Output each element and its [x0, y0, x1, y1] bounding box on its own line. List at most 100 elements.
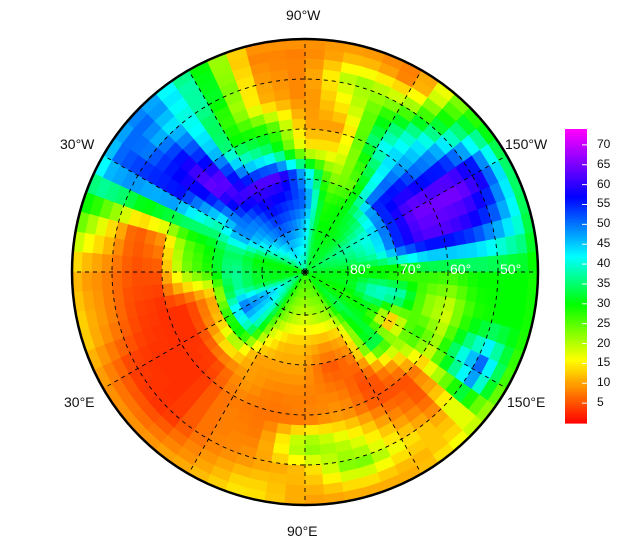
colorbar-segment: [565, 343, 587, 347]
heatmap-cell: [304, 118, 319, 130]
lon-label-150w: 150°W: [505, 136, 548, 152]
heatmap-cell: [151, 258, 163, 273]
heatmap-cell: [315, 139, 329, 152]
heatmap-cell: [427, 260, 439, 273]
heatmap-cell: [171, 271, 183, 284]
latitude-circle: [211, 178, 399, 366]
colorbar-segment: [565, 258, 587, 261]
colorbar-segment: [565, 250, 587, 253]
colorbar-segment: [565, 244, 587, 247]
colorbar-segment: [565, 270, 587, 273]
colorbar-segment: [565, 289, 587, 293]
colorbar-segment: [565, 142, 587, 146]
heatmap-cell: [111, 271, 124, 290]
heatmap-cell: [294, 158, 306, 170]
colorbar-segment: [565, 355, 587, 359]
colorbar-segment: [565, 266, 587, 269]
colorbar-segment: [565, 397, 587, 400]
colorbar-segment: [565, 188, 587, 192]
heatmap-cell: [304, 483, 325, 496]
meridian-line: [102, 155, 306, 273]
heatmap-cell: [142, 285, 155, 301]
colorbar-segment: [565, 214, 587, 218]
heatmap-cell: [286, 68, 306, 81]
colorbar-segment: [565, 417, 587, 420]
colorbar-segment: [565, 256, 587, 259]
colorbar-segment: [565, 172, 587, 176]
heatmap-cell: [298, 334, 306, 346]
colorbar-segment: [565, 325, 587, 329]
heatmap-cell: [286, 58, 306, 71]
heatmap-cell: [296, 354, 306, 366]
colorbar-segment: [565, 212, 587, 216]
heatmap-cell: [486, 271, 499, 290]
colorbar-segment: [565, 174, 587, 178]
heatmap-cell: [285, 48, 306, 61]
heatmap-cell: [121, 255, 133, 273]
heatmap-cell: [221, 264, 233, 273]
heatmap-cell: [304, 364, 315, 376]
colorbar-segment: [565, 349, 587, 353]
colorbar-tick-label: 55: [597, 196, 611, 211]
colorbar-tick-label: 65: [597, 156, 611, 171]
heatmap-cell: [283, 382, 296, 395]
heatmap-cell: [427, 271, 439, 284]
colorbar-segment: [565, 359, 587, 363]
colorbar-segment: [565, 371, 587, 374]
heatmap-cell: [435, 283, 448, 298]
colorbar-segment: [565, 136, 587, 140]
colorbar-tick-label: 50: [597, 216, 611, 231]
heatmap-cell: [304, 78, 323, 91]
colorbar-segment: [565, 218, 587, 221]
colorbar-segment: [565, 216, 587, 219]
colorbar-segment: [565, 154, 587, 158]
colorbar-segment: [565, 178, 587, 182]
heatmap-cell: [279, 402, 294, 415]
colorbar-segment: [565, 303, 587, 307]
colorbar-tick-label: 10: [597, 375, 611, 390]
colorbar-segment: [565, 190, 587, 194]
heatmap-cell: [286, 463, 306, 476]
heatmap-cell: [304, 424, 320, 436]
heatmap-layer: [71, 38, 539, 506]
colorbar-segment: [565, 184, 587, 188]
heatmap-cell: [161, 271, 173, 285]
heatmap-cell: [289, 434, 306, 446]
colorbar-segment: [565, 176, 587, 180]
lon-label-150e: 150°E: [507, 394, 546, 410]
colorbar-segment: [565, 363, 587, 366]
heatmap-cell: [295, 364, 306, 376]
colorbar-segment: [565, 152, 587, 156]
heatmap-cell: [293, 148, 306, 160]
heatmap-cell: [251, 267, 263, 273]
heatmap-cell: [151, 271, 163, 286]
heatmap-cell: [304, 158, 316, 170]
colorbar-segment: [565, 129, 587, 132]
colorbar-segment: [565, 210, 587, 214]
colorbar-segment: [565, 274, 587, 277]
heatmap-cell: [131, 271, 143, 288]
heatmap-cell: [296, 178, 306, 190]
colorbar-segment: [565, 365, 587, 368]
colorbar-segment: [565, 228, 587, 231]
colorbar-segment: [565, 180, 587, 184]
colorbar-segment: [565, 333, 587, 337]
heatmap-cell: [304, 68, 324, 81]
colorbar-segment: [565, 297, 587, 301]
colorbar-segment: [565, 150, 587, 154]
colorbar-segment: [565, 140, 587, 144]
heatmap-cell: [192, 252, 204, 264]
heatmap-cell: [293, 394, 306, 406]
heatmap-cell: [182, 250, 195, 263]
heatmap-cell: [304, 453, 323, 466]
heatmap-cell: [304, 473, 324, 486]
heatmap-cell: [304, 48, 325, 61]
colorbar-segment: [565, 144, 587, 148]
heatmap-cell: [293, 384, 306, 396]
colorbar-segment: [565, 403, 587, 406]
colorbar-tick-label: 15: [597, 355, 611, 370]
heatmap-cell: [288, 444, 306, 456]
heatmap-cell: [285, 483, 306, 496]
heatmap-cell: [172, 248, 185, 262]
